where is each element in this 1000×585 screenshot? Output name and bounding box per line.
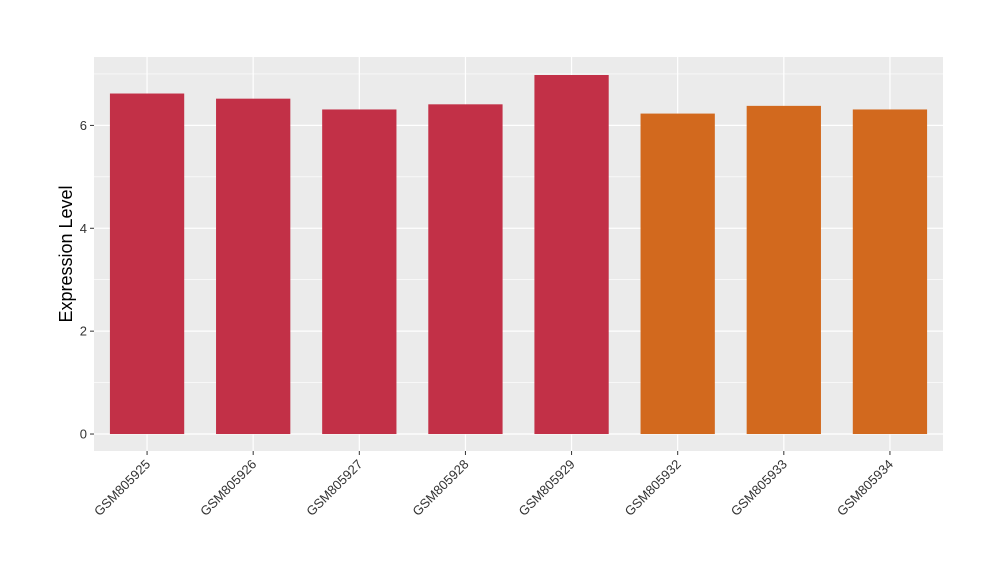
bar-gsm805925 (109, 93, 185, 435)
x-tick-label: GSM805932 (622, 457, 684, 519)
bar-gsm805928 (428, 104, 503, 435)
x-axis-ticks: GSM805925 GSM805926 GSM805927 GSM805928 GSM8… (91, 451, 896, 519)
x-tick-label: GSM805926 (197, 457, 259, 519)
bar-gsm805929 (534, 75, 609, 435)
x-tick-label: GSM805929 (515, 457, 577, 519)
x-tick-label: GSM805928 (409, 457, 471, 519)
y-axis-ticks: 0 2 4 6 (80, 118, 94, 442)
bar-gsm805927 (322, 109, 397, 435)
x-tick-label: GSM805927 (303, 457, 365, 519)
x-tick-label: GSM805933 (728, 457, 790, 519)
bar-gsm805926 (216, 98, 291, 435)
y-tick-label: 2 (80, 324, 87, 339)
bar-gsm805934 (852, 109, 928, 435)
x-tick-label: GSM805934 (834, 457, 896, 519)
bar-gsm805933 (746, 105, 821, 435)
y-tick-label: 6 (80, 118, 87, 133)
bars (109, 75, 928, 435)
x-tick-label: GSM805925 (91, 457, 153, 519)
y-tick-label: 0 (80, 427, 87, 442)
bar-gsm805932 (640, 113, 715, 435)
y-axis-label: Expression Level (56, 185, 76, 322)
y-tick-label: 4 (80, 221, 87, 236)
